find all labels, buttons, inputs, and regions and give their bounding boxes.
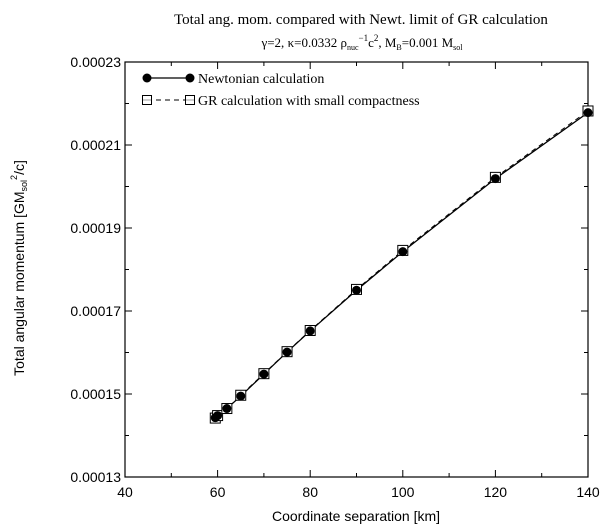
series-line-gr (214, 110, 589, 419)
series-lines (214, 110, 589, 419)
newtonian-point (352, 285, 361, 295)
y-tick-label: 0.00019 (70, 220, 121, 236)
newtonian-point (282, 347, 292, 357)
newtonian-point (222, 404, 232, 414)
newtonian-point (490, 174, 500, 184)
newtonian-point (583, 108, 593, 118)
newtonian-point (259, 369, 269, 379)
y-axis-label-sub: sol (19, 180, 29, 192)
subtitle-mb-sub: B (396, 43, 401, 52)
legend-gr-marker-left (142, 95, 152, 105)
subtitle-kappa: κ=0.0332 ρ (288, 35, 347, 50)
plot-frame (124, 61, 589, 478)
y-tick-label: 0.00021 (70, 137, 121, 153)
legend-newtonian-label: Newtonian calculation (198, 72, 324, 87)
x-tick-label: 60 (210, 484, 226, 500)
y-axis-label: Total angular momentum [GMsol2/c] (9, 160, 29, 376)
series-markers (209, 105, 594, 424)
subtitle-c: c (368, 35, 374, 50)
x-tick-label: 80 (302, 484, 318, 500)
newtonian-point (398, 247, 408, 257)
x-tick-label: 100 (391, 484, 415, 500)
legend-gr-marker-right (185, 95, 195, 105)
newtonian-point (305, 326, 315, 336)
x-axis-ticks: 40 60 80 100 120 140 (117, 62, 600, 500)
series-line-newtonian (214, 112, 589, 419)
y-tick-label: 0.00013 (70, 469, 121, 485)
chart-title: Total ang. mom. compared with Newt. limi… (174, 12, 548, 28)
y-axis-label-prefix: Total angular momentum [GM (11, 191, 27, 375)
x-axis-label: Coordinate separation [km] (272, 508, 440, 524)
subtitle-rho-sub: nuc (347, 43, 359, 52)
legend-newtonian-marker-right (185, 73, 195, 83)
subtitle-gamma: γ=2, (260, 35, 287, 50)
subtitle-mb-value: =0.001 M (402, 35, 454, 50)
y-tick-label: 0.00015 (70, 386, 121, 402)
y-axis-ticks: 0.00013 0.00015 0.00017 0.00019 0.00021 0.000… (70, 54, 588, 485)
legend: Newtonian calculation GR calculation wit… (142, 72, 420, 109)
subtitle-mb-prefix: , M (378, 35, 397, 50)
newtonian-point (236, 391, 246, 401)
y-tick-label: 0.00023 (70, 54, 121, 70)
legend-newtonian-marker-left (142, 73, 152, 83)
subtitle-msol-sub: sol (453, 43, 463, 52)
y-axis-label-sup: 2 (9, 175, 19, 180)
subtitle-c-sup: 2 (374, 33, 379, 43)
y-axis-label-suffix: /c] (11, 160, 27, 175)
x-tick-label: 120 (484, 484, 508, 500)
x-tick-label: 40 (117, 484, 133, 500)
x-tick-label: 140 (576, 484, 600, 500)
newtonian-point (213, 411, 223, 421)
chart-subtitle: γ=2, κ=0.0332 ρnuc−1c2, MB=0.001 Msol (260, 33, 463, 52)
subtitle-rho-sup: −1 (359, 33, 369, 43)
legend-gr-label: GR calculation with small compactness (198, 94, 420, 109)
y-tick-label: 0.00017 (70, 303, 121, 319)
